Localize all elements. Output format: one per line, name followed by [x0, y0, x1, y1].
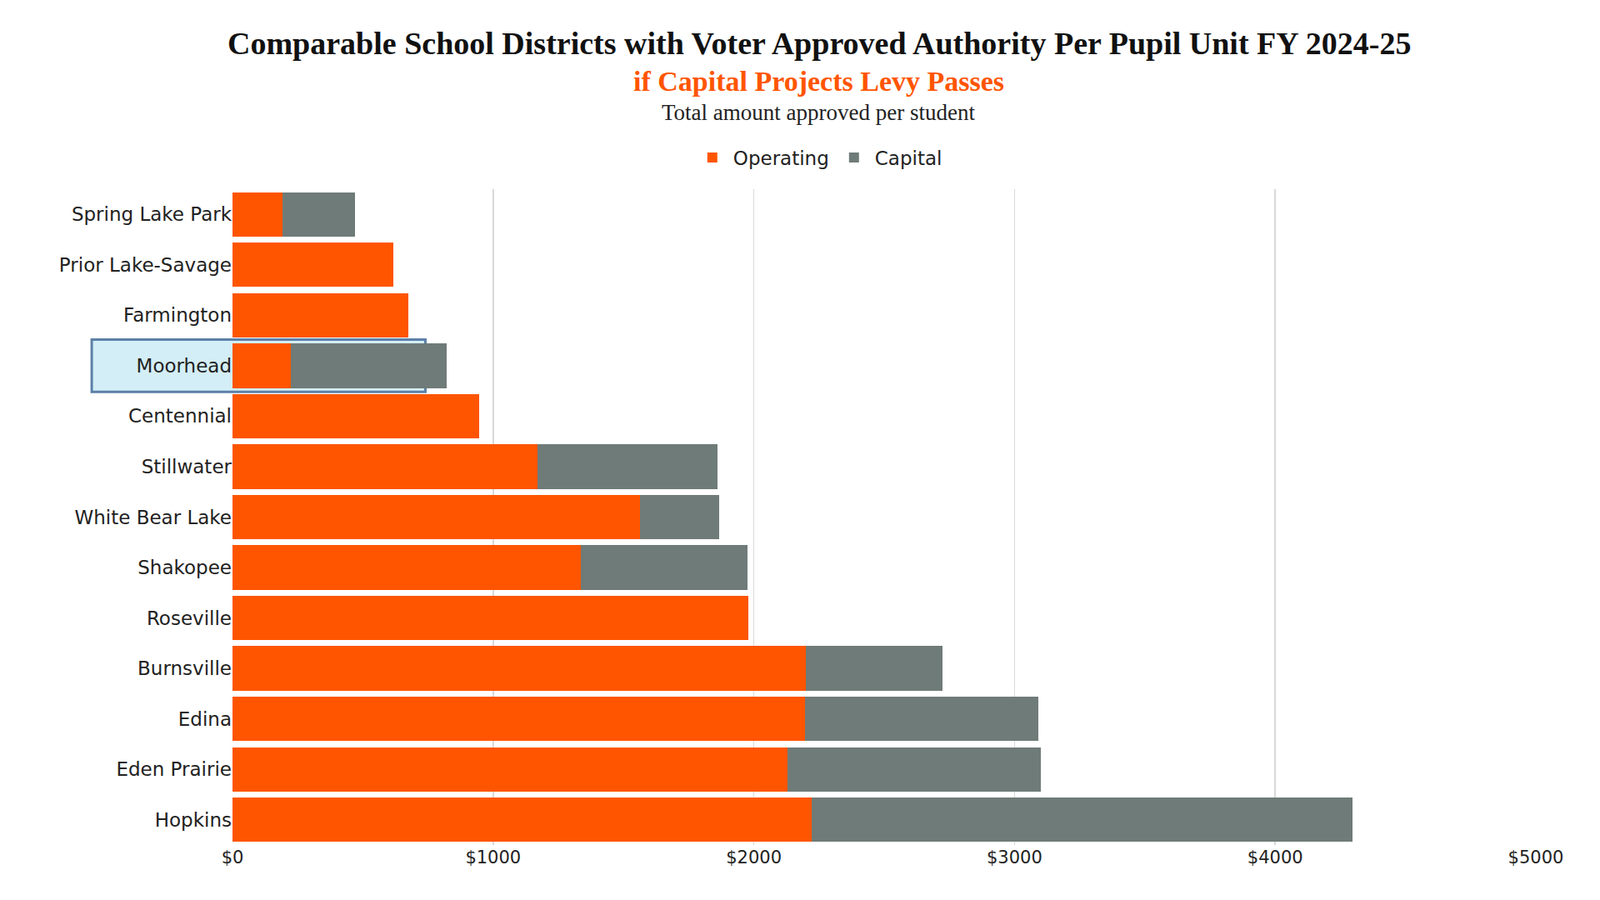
svg-text:$1000: $1000 — [465, 847, 521, 868]
svg-text:Eden Prairie: Eden Prairie — [115, 758, 232, 780]
svg-text:Roseville: Roseville — [146, 607, 232, 630]
svg-text:Prior Lake-Savage: Prior Lake-Savage — [59, 254, 232, 276]
svg-text:$4000: $4000 — [1247, 847, 1304, 868]
svg-text:Hopkins: Hopkins — [155, 809, 232, 831]
svg-text:Total amount approved per stud: Total amount approved per student — [661, 100, 976, 125]
svg-text:Spring Lake Park: Spring Lake Park — [71, 203, 233, 225]
svg-text:Shakopee: Shakopee — [137, 556, 232, 579]
svg-text:if Capital Projects Levy Passe: if Capital Projects Levy Passes — [633, 65, 1005, 97]
svg-text:$2000: $2000 — [725, 847, 782, 868]
svg-text:Operating: Operating — [733, 147, 830, 170]
svg-text:Farmington: Farmington — [123, 304, 232, 326]
svg-text:White Bear Lake: White Bear Lake — [74, 506, 232, 529]
svg-text:Capital: Capital — [875, 147, 943, 170]
svg-text:Edina: Edina — [178, 708, 232, 730]
svg-text:Centennial: Centennial — [128, 405, 232, 427]
svg-text:Burnsville: Burnsville — [137, 657, 232, 680]
svg-text:$0: $0 — [221, 847, 245, 868]
svg-text:$5000: $5000 — [1508, 847, 1565, 868]
svg-text:$3000: $3000 — [986, 847, 1043, 868]
svg-text:Moorhead: Moorhead — [136, 355, 232, 377]
svg-text:Comparable School Districts wi: Comparable School Districts with Voter A… — [227, 25, 1411, 61]
svg-text:Stillwater: Stillwater — [141, 455, 233, 478]
